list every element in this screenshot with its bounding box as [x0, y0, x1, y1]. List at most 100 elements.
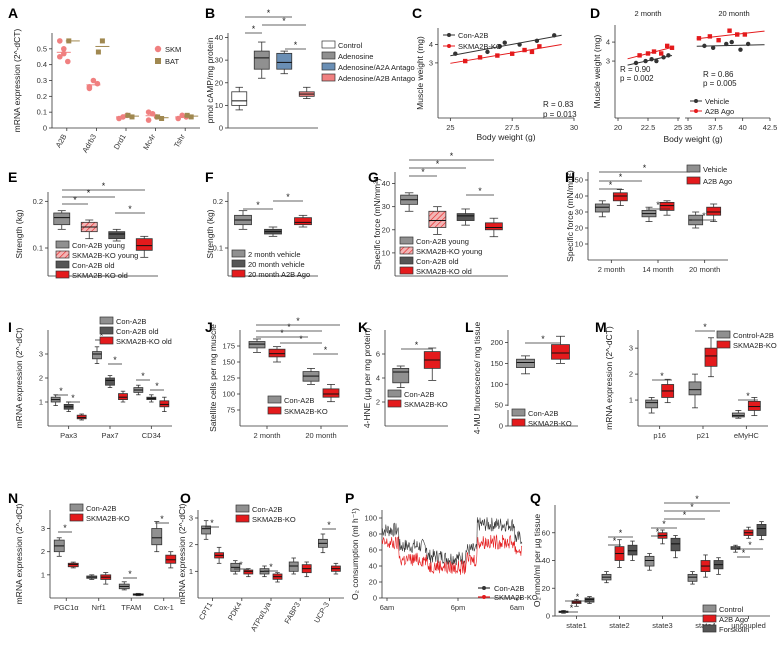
legend-entry: Con-A2B young	[72, 241, 125, 250]
y-tick-label: 40	[542, 556, 550, 565]
y-tick-label: 50	[575, 176, 583, 185]
y-tick-label: 20	[369, 578, 377, 587]
legend-entry: Con-A2B	[404, 390, 434, 399]
box-mark	[551, 344, 570, 360]
y-axis-label: Muscle weight (mg)	[592, 34, 602, 108]
box-mark	[165, 554, 177, 564]
legend: Con-A2B SKMA2B-KO	[267, 395, 328, 416]
legend-swatch	[55, 260, 70, 269]
legend-entry: Con-A2B	[116, 317, 146, 326]
data-point	[145, 117, 152, 123]
y-tick-label: 0	[546, 612, 550, 621]
legend-entry: SKMA2B-KO	[528, 419, 572, 428]
legend-entry: Control	[338, 41, 363, 50]
data-point	[643, 58, 648, 64]
x-tick-label: 6pm	[451, 603, 466, 612]
significance-star: *	[128, 569, 132, 579]
legend-marker	[447, 44, 451, 48]
box-mark	[151, 528, 163, 546]
significance-star: *	[609, 180, 613, 190]
box-mark	[659, 201, 675, 211]
significance-star: *	[421, 167, 425, 177]
box-mark	[201, 525, 212, 535]
legend-entry: 20 month vehicle	[248, 260, 305, 269]
data-point	[129, 114, 135, 120]
data-point	[477, 55, 483, 60]
data-point	[633, 60, 639, 66]
significance-star: *	[436, 159, 440, 169]
significance-star: *	[683, 510, 687, 520]
box-mark	[516, 358, 535, 368]
regression-line	[450, 44, 562, 64]
significance-star: *	[327, 520, 331, 530]
significance-star: *	[619, 172, 623, 182]
legend-entry: A2B Ago	[719, 615, 748, 624]
data-point	[99, 38, 105, 44]
legend-entry: SKMA2B-KO	[404, 400, 448, 409]
legend-entry: Con-A2B old	[116, 327, 159, 336]
x-tick-label: 37.5	[708, 123, 723, 132]
significance-star: *	[102, 181, 106, 191]
box-mark	[276, 52, 293, 70]
x-tick-label: 6am	[380, 603, 395, 612]
data-point	[729, 39, 734, 45]
legend-marker	[482, 595, 486, 599]
panel-label: N	[8, 490, 18, 506]
significance-star: *	[141, 371, 145, 381]
legend-swatch	[387, 389, 402, 398]
legend-entry: SKMA2B-KO	[86, 514, 130, 523]
y-axis-label: O₂ nmol/ml per µg tissue	[532, 514, 542, 607]
y-tick-label: 0.4	[37, 60, 47, 69]
significance-star: *	[267, 8, 271, 18]
panel-label: C	[412, 5, 422, 21]
significance-star: *	[746, 391, 750, 401]
y-tick-label: 0	[219, 124, 223, 133]
legend-swatch	[99, 326, 114, 335]
y-tick-label: 40	[382, 179, 390, 188]
significance-star: *	[541, 334, 545, 344]
y-axis-label: mRNA expression (2^-dCT)	[12, 29, 22, 133]
stat-annotation: p = 0.013	[543, 110, 577, 119]
y-tick-label: 10	[382, 248, 390, 257]
data-point	[661, 55, 666, 60]
legend-entry: SKMA2B-KO young	[416, 247, 482, 256]
legend-swatch	[321, 51, 336, 60]
box-mark	[135, 238, 153, 251]
y-tick-label: 20	[215, 78, 223, 87]
x-tick-label: PGC1α	[54, 603, 79, 612]
panel-label: P	[345, 490, 354, 506]
legend-swatch	[231, 269, 246, 278]
legend-swatch	[69, 513, 84, 522]
group-label: 20 month	[718, 9, 749, 18]
data-point	[727, 28, 732, 33]
data-point	[463, 58, 468, 64]
y-axis-label: Specific force (mN/mm²)	[565, 170, 575, 262]
legend-swatch	[702, 604, 717, 613]
x-tick-label: state3	[652, 621, 672, 630]
significance-star: *	[415, 340, 419, 350]
x-tick-label: Mc4r	[141, 132, 157, 151]
x-tick-label: Pax3	[60, 431, 77, 440]
legend: Con-A2B SKMA2B-KO	[443, 31, 502, 51]
significance-star: *	[59, 386, 63, 396]
y-tick-label: 0.1	[37, 108, 47, 117]
stat-annotation: p = 0.005	[703, 79, 737, 88]
legend-swatch	[399, 246, 414, 255]
legend-entry: SKMA2B-KO old	[416, 267, 472, 276]
panel-label: O	[180, 490, 191, 506]
panel-i: I 1 2 3 mRNA expression (2^-dCt) Pax3 Pax7 CD34…	[8, 316, 172, 440]
data-point	[537, 44, 542, 49]
significance-star: *	[570, 603, 574, 613]
data-point	[649, 56, 654, 62]
x-tick-label: p16	[653, 431, 666, 440]
data-point	[497, 44, 503, 49]
panel-label: Q	[530, 490, 541, 506]
y-axis-label: mRNA expression (2^-dCT)	[604, 326, 614, 430]
box-mark	[747, 400, 761, 411]
y-tick-label: 3	[606, 57, 610, 66]
axis-break	[680, 115, 685, 121]
y-tick-label: 0.1	[213, 244, 223, 253]
